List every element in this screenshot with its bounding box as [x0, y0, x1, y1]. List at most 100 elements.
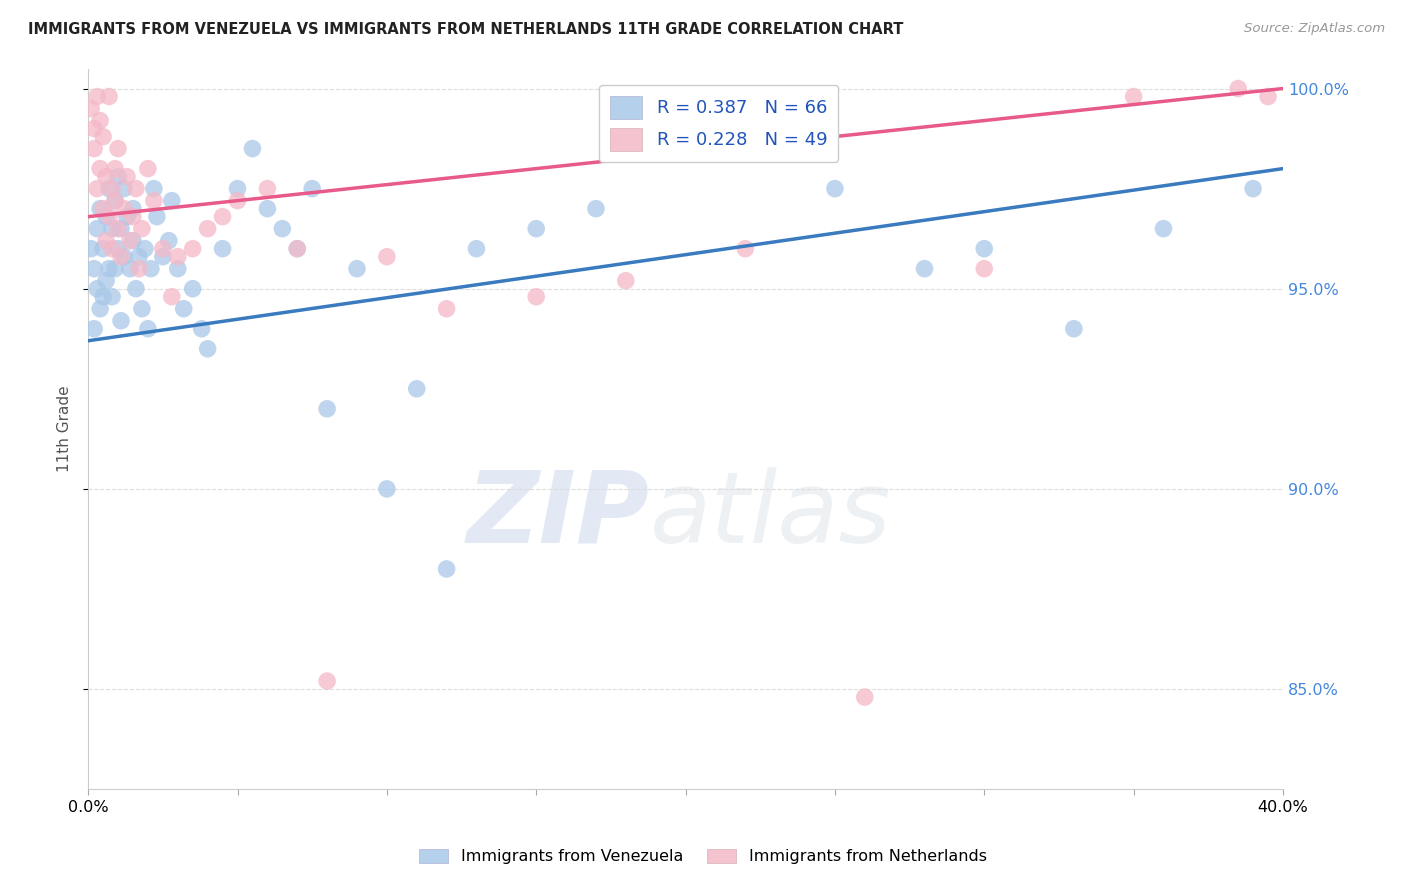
Point	[316, 401, 339, 416]
Point	[142, 194, 165, 208]
Point	[104, 194, 127, 208]
Point	[91, 202, 114, 216]
Point	[160, 290, 183, 304]
Point	[1153, 221, 1175, 235]
Point	[242, 142, 264, 156]
Point	[134, 242, 156, 256]
Point	[83, 142, 105, 156]
Point	[1122, 89, 1144, 103]
Point	[157, 234, 180, 248]
Point	[91, 129, 114, 144]
Point	[122, 234, 145, 248]
Point	[98, 181, 121, 195]
Point	[118, 261, 141, 276]
Point	[107, 242, 129, 256]
Point	[914, 261, 936, 276]
Point	[256, 202, 278, 216]
Point	[110, 221, 132, 235]
Point	[644, 121, 666, 136]
Point	[110, 314, 132, 328]
Point	[86, 181, 108, 195]
Point	[375, 482, 398, 496]
Point	[375, 250, 398, 264]
Point	[104, 161, 127, 176]
Point	[734, 142, 756, 156]
Point	[125, 181, 148, 195]
Point	[112, 202, 135, 216]
Point	[734, 242, 756, 256]
Point	[524, 221, 547, 235]
Point	[94, 234, 117, 248]
Point	[316, 674, 339, 689]
Point	[405, 382, 427, 396]
Point	[131, 301, 153, 316]
Point	[139, 261, 162, 276]
Point	[1063, 322, 1085, 336]
Point	[86, 221, 108, 235]
Point	[98, 261, 121, 276]
Point	[256, 181, 278, 195]
Point	[436, 301, 458, 316]
Y-axis label: 11th Grade: 11th Grade	[58, 385, 72, 472]
Point	[94, 274, 117, 288]
Point	[465, 242, 488, 256]
Point	[104, 194, 127, 208]
Text: atlas: atlas	[650, 467, 891, 564]
Point	[152, 242, 174, 256]
Point	[128, 261, 150, 276]
Point	[112, 250, 135, 264]
Point	[1257, 89, 1279, 103]
Point	[91, 290, 114, 304]
Point	[86, 89, 108, 103]
Point	[585, 202, 607, 216]
Point	[271, 221, 294, 235]
Text: ZIP: ZIP	[467, 467, 650, 564]
Point	[89, 202, 111, 216]
Point	[211, 210, 233, 224]
Point	[107, 169, 129, 184]
Point	[101, 242, 124, 256]
Point	[160, 194, 183, 208]
Point	[98, 89, 121, 103]
Point	[101, 221, 124, 235]
Point	[118, 234, 141, 248]
Point	[181, 242, 204, 256]
Point	[80, 242, 103, 256]
Point	[98, 210, 121, 224]
Point	[112, 181, 135, 195]
Point	[436, 562, 458, 576]
Point	[166, 250, 188, 264]
Point	[285, 242, 308, 256]
Legend: Immigrants from Venezuela, Immigrants from Netherlands: Immigrants from Venezuela, Immigrants fr…	[413, 842, 993, 871]
Point	[80, 102, 103, 116]
Point	[83, 322, 105, 336]
Text: Source: ZipAtlas.com: Source: ZipAtlas.com	[1244, 22, 1385, 36]
Point	[346, 261, 368, 276]
Point	[853, 690, 876, 704]
Point	[173, 301, 195, 316]
Point	[104, 261, 127, 276]
Point	[197, 342, 219, 356]
Point	[524, 290, 547, 304]
Point	[824, 181, 846, 195]
Point	[110, 250, 132, 264]
Point	[142, 181, 165, 195]
Point	[197, 221, 219, 235]
Point	[136, 322, 159, 336]
Point	[89, 161, 111, 176]
Point	[211, 242, 233, 256]
Point	[166, 261, 188, 276]
Point	[89, 113, 111, 128]
Point	[614, 274, 637, 288]
Point	[136, 161, 159, 176]
Point	[973, 242, 995, 256]
Point	[1241, 181, 1264, 195]
Point	[107, 142, 129, 156]
Point	[125, 282, 148, 296]
Point	[122, 210, 145, 224]
Point	[226, 194, 249, 208]
Point	[107, 221, 129, 235]
Point	[973, 261, 995, 276]
Point	[115, 169, 138, 184]
Point	[1227, 81, 1250, 95]
